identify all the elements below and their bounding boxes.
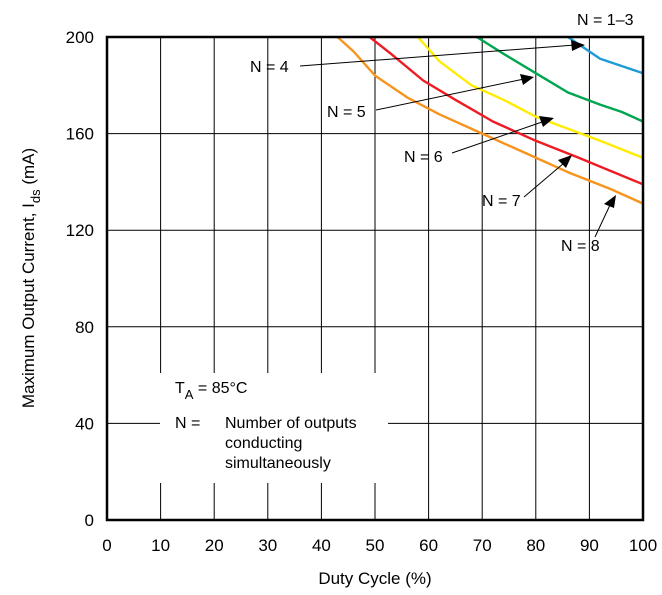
label-n4: N = 4 bbox=[250, 59, 289, 76]
series-line-5 bbox=[336, 36, 644, 205]
x-tick-label: 80 bbox=[526, 536, 545, 555]
y-axis-title-main: Maximum Output Current, I bbox=[19, 203, 38, 408]
arrow-n6 bbox=[451, 120, 546, 154]
x-tick-label: 90 bbox=[580, 536, 599, 555]
legend-n-desc-1: Number of outputs bbox=[225, 415, 357, 432]
y-tick-label: 120 bbox=[66, 221, 94, 240]
series-lines bbox=[336, 35, 644, 205]
arrow-n5 bbox=[375, 78, 525, 111]
legend: TA = 85°C N = Number of outputs conducti… bbox=[175, 380, 357, 472]
arrow-n4 bbox=[299, 44, 576, 67]
x-tick-label: 10 bbox=[151, 536, 170, 555]
legend-n-desc-2: conducting bbox=[225, 435, 302, 452]
label-n8: N = 8 bbox=[561, 238, 600, 255]
series-line-2 bbox=[476, 35, 644, 123]
y-tick-label: 200 bbox=[66, 28, 94, 47]
y-tick-label: 80 bbox=[75, 318, 94, 337]
label-n5: N = 5 bbox=[327, 104, 366, 121]
series-line-1 bbox=[567, 36, 644, 75]
label-n7: N = 7 bbox=[482, 193, 521, 210]
y-axis-title: Maximum Output Current, Ids (mA) bbox=[19, 148, 43, 408]
arrowhead-n7 bbox=[558, 155, 572, 168]
y-axis-title-unit: (mA) bbox=[19, 148, 38, 190]
annotation-arrows bbox=[299, 40, 616, 238]
series-line-3 bbox=[417, 36, 644, 159]
legend-ta-value: = 85°C bbox=[193, 380, 247, 397]
legend-n-desc-3: simultaneously bbox=[225, 455, 331, 472]
y-tick-label: 0 bbox=[85, 511, 94, 530]
legend-ta: TA = 85°C bbox=[175, 380, 247, 402]
plot-frame bbox=[105, 35, 645, 522]
x-tick-label: 70 bbox=[473, 536, 492, 555]
grid-lines bbox=[107, 37, 643, 520]
x-tick-label: 0 bbox=[102, 536, 111, 555]
y-tick-label: 40 bbox=[75, 414, 94, 433]
arrowhead-n8 bbox=[604, 195, 616, 208]
x-tick-label: 100 bbox=[629, 536, 657, 555]
x-tick-label: 40 bbox=[312, 536, 331, 555]
legend-n-label: N = bbox=[175, 415, 200, 432]
y-axis-title-sub: ds bbox=[28, 189, 43, 203]
arrowhead-n5 bbox=[520, 74, 534, 85]
x-axis-title: Duty Cycle (%) bbox=[318, 569, 431, 588]
tick-labels: 0 10 20 30 40 50 60 70 80 90 100 0 40 80 120 160 200 bbox=[66, 28, 658, 555]
arrowhead-n6 bbox=[539, 116, 554, 127]
x-tick-label: 60 bbox=[419, 536, 438, 555]
arrow-n8 bbox=[594, 204, 611, 238]
legend-ta-sub: A bbox=[185, 387, 194, 402]
y-tick-label: 160 bbox=[66, 125, 94, 144]
x-tick-label: 30 bbox=[258, 536, 277, 555]
label-n6: N = 6 bbox=[404, 149, 443, 166]
legend-box bbox=[160, 373, 388, 483]
arrowhead-n4 bbox=[571, 40, 585, 51]
arrow-n7 bbox=[523, 162, 565, 198]
x-tick-label: 20 bbox=[205, 536, 224, 555]
label-n1-3: N = 1–3 bbox=[577, 12, 634, 29]
legend-ta-label: T bbox=[175, 380, 185, 397]
x-tick-label: 50 bbox=[366, 536, 385, 555]
